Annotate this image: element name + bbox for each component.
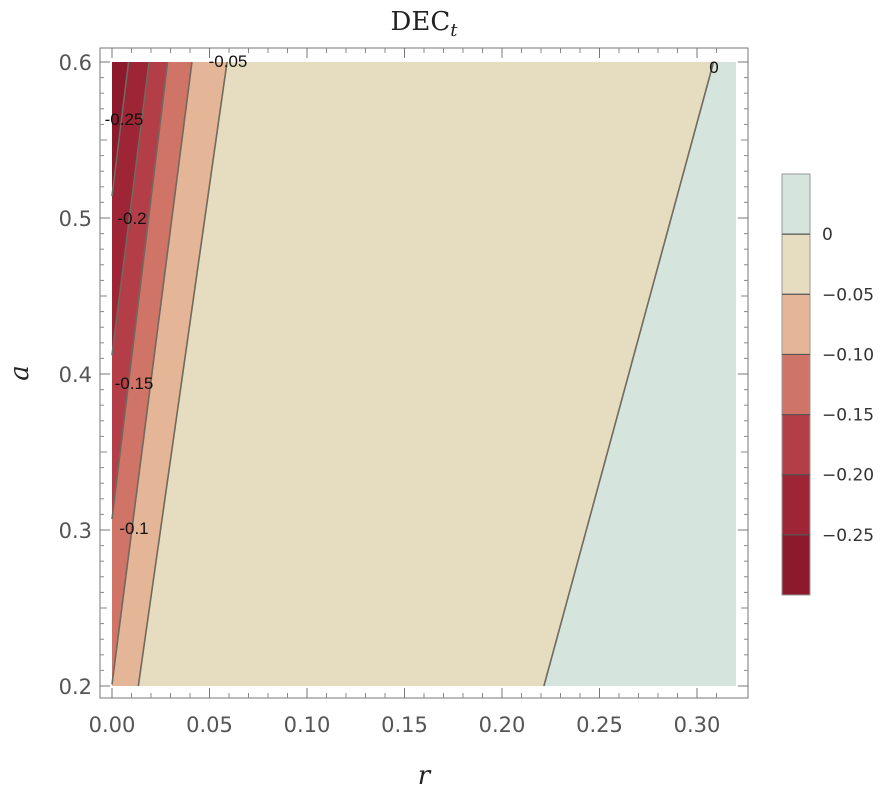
contour-lines — [111, 61, 715, 687]
colorbar-label: −0.20 — [822, 466, 874, 486]
colorbar-swatch — [782, 474, 810, 535]
colorbar-label: −0.10 — [822, 345, 874, 365]
x-tick-label: 0.25 — [576, 713, 623, 737]
contour-labels: 0 -0.05 -0.1 -0.15 -0.2 -0.25 — [105, 52, 719, 538]
contour-regions — [112, 62, 736, 686]
x-tick-label: 0.20 — [479, 713, 526, 737]
contour-line--0.15 — [111, 61, 169, 520]
contour-line--0.25 — [111, 61, 130, 197]
contour-label: -0.05 — [209, 52, 248, 71]
x-tick-label: 0.00 — [89, 713, 136, 737]
colorbar-label: −0.05 — [822, 285, 874, 305]
y-axis-title: a — [5, 365, 35, 381]
y-axis-ticks: 0.2 0.3 0.4 0.5 0.6 — [59, 51, 748, 699]
contour-line--0.2 — [111, 61, 150, 356]
contour-line-0 — [543, 61, 715, 687]
contour-label: -0.25 — [105, 110, 144, 129]
x-tick-label: 0.15 — [381, 713, 428, 737]
colorbar-swatch — [782, 354, 810, 415]
y-tick-label: 0.3 — [59, 519, 92, 543]
colorbar-label: −0.25 — [822, 526, 874, 546]
region-below-0 — [112, 62, 714, 686]
x-tick-label: 0.30 — [674, 713, 721, 737]
contour-label: -0.15 — [115, 374, 154, 393]
contour-line--0.05 — [137, 61, 228, 687]
x-tick-label: 0.05 — [186, 713, 233, 737]
y-tick-label: 0.6 — [59, 51, 92, 75]
x-axis-title: r — [418, 761, 432, 791]
y-tick-label: 0.4 — [59, 363, 92, 387]
contour-label: -0.2 — [117, 209, 146, 228]
colorbar-swatch — [782, 234, 810, 295]
colorbar-frame — [781, 173, 811, 596]
colorbar-swatch — [782, 534, 810, 595]
colorbar-legend: 0 −0.05 −0.10 −0.15 −0.20 −0.25 — [781, 173, 874, 596]
contour-line--0.1 — [111, 61, 193, 685]
colorbar-swatch — [782, 174, 810, 235]
x-axis-ticks: 0.00 0.05 0.10 0.15 0.20 0.25 0.30 — [89, 48, 721, 737]
colorbar-swatch — [782, 414, 810, 475]
y-tick-label: 0.2 — [59, 675, 92, 699]
colorbar-label: 0 — [822, 225, 833, 245]
x-tick-label: 0.10 — [284, 713, 331, 737]
contour-label: -0.1 — [119, 519, 148, 538]
colorbar-swatch — [782, 294, 810, 355]
y-tick-label: 0.5 — [59, 207, 92, 231]
colorbar-label: −0.15 — [822, 406, 874, 426]
contour-label: 0 — [709, 58, 718, 77]
chart-title: DECt — [391, 7, 459, 41]
